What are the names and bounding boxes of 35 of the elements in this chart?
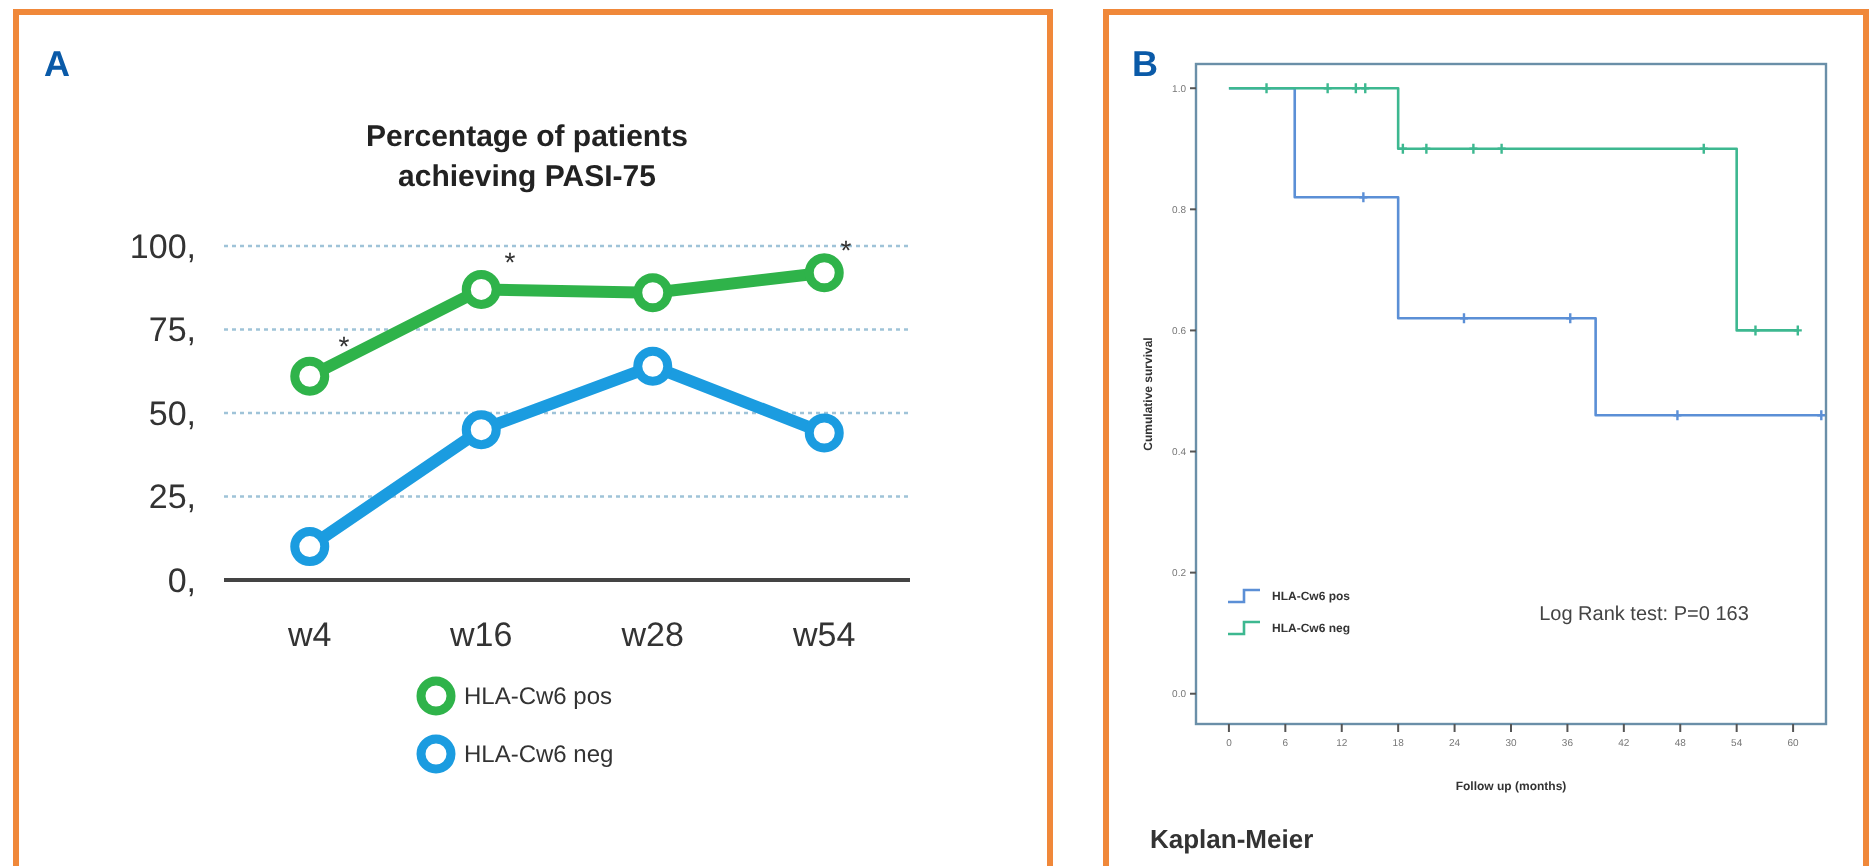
point — [290, 527, 330, 567]
point — [804, 253, 844, 293]
point — [1358, 191, 1369, 204]
point — [804, 413, 844, 453]
legend-label: HLA-Cw6 pos — [464, 682, 613, 711]
point — [1672, 408, 1683, 422]
point — [1421, 142, 1432, 155]
y-tick-label: 75, — [148, 311, 196, 350]
annotation: * — [504, 246, 517, 278]
annotation: * — [338, 330, 351, 362]
legend-label: HLA-Cw6 neg — [464, 740, 614, 769]
point — [290, 356, 330, 396]
y-tick-label: 100, — [129, 227, 196, 266]
point — [461, 410, 501, 450]
text: B — [1132, 44, 1158, 84]
x-tick-label: w54 — [791, 616, 856, 654]
y-tick-label: 0, — [167, 561, 196, 600]
point — [461, 269, 501, 309]
point — [1468, 142, 1479, 155]
annotation: * — [840, 234, 853, 266]
point — [1750, 324, 1761, 337]
x-tick-label: w28 — [619, 616, 684, 654]
text: A — [44, 44, 70, 84]
y-tick-label: 50, — [148, 394, 196, 433]
annotation: Log Rank test: P=0 163 — [1539, 604, 1750, 626]
point — [1261, 82, 1272, 95]
point — [1496, 142, 1507, 155]
point — [1322, 82, 1333, 95]
chart-title: Percentage of patients achieving PASI-75 — [366, 120, 688, 194]
point — [633, 273, 673, 313]
text: Kaplan-Meier — [1150, 824, 1314, 854]
y-tick-label: 25, — [148, 478, 196, 517]
x-tick-label: w4 — [286, 616, 332, 654]
x-tick-label: w16 — [448, 616, 513, 654]
point — [633, 346, 673, 386]
